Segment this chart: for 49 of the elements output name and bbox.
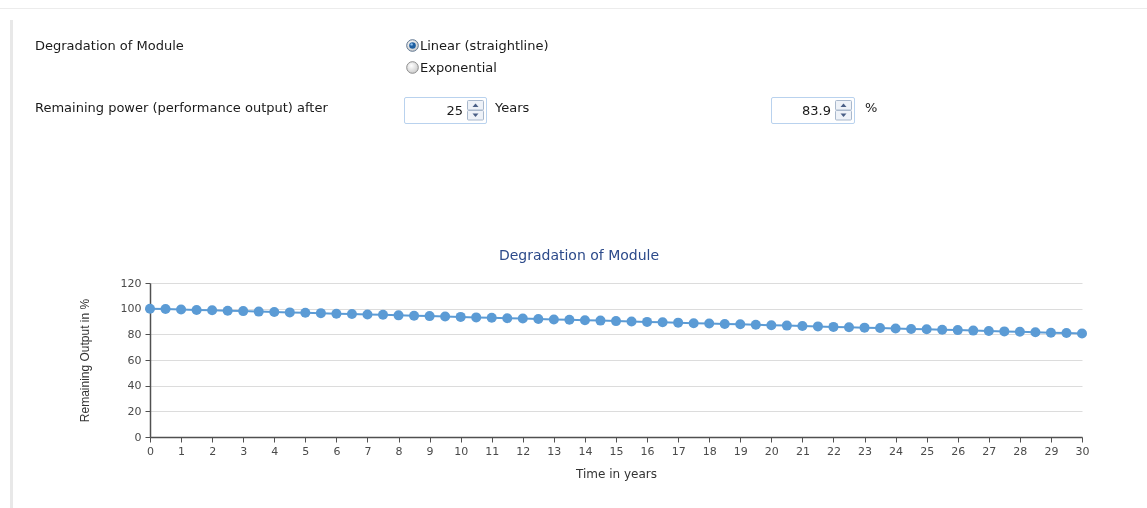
x-tick-label: 14	[578, 444, 593, 458]
x-tick-label: 16	[640, 444, 655, 458]
x-tick-label: 2	[209, 444, 217, 458]
x-tick-label: 18	[702, 444, 717, 458]
x-tick-label: 11	[485, 444, 500, 458]
x-tick-label: 3	[240, 444, 248, 458]
x-tick-label: 22	[826, 444, 841, 458]
y-tick-label: 40	[127, 379, 142, 393]
x-tick-label: 0	[147, 444, 154, 458]
text: Remaining power (performance output) after	[35, 100, 328, 116]
number-field: 25	[404, 97, 487, 124]
x-tick-label: 7	[364, 444, 372, 458]
chart-title: Degradation of Module	[498, 247, 660, 263]
x-tick-label: 17	[671, 444, 686, 458]
x-tick-label: 10	[454, 444, 469, 458]
x-tick-label: 28	[1013, 444, 1028, 458]
text: Exponential	[420, 60, 497, 76]
number-field: 83.9	[771, 97, 855, 124]
x-tick-label: 25	[920, 444, 935, 458]
x-tick-label: 1	[178, 444, 186, 458]
text: Degradation of Module	[35, 38, 184, 54]
y-tick-label: 80	[127, 327, 142, 341]
x-tick-label: 20	[764, 444, 779, 458]
y-tick-label: 120	[120, 276, 142, 290]
x-tick-label: 26	[951, 444, 966, 458]
y-tick-label: 60	[127, 353, 142, 367]
y-tick-label: 100	[120, 302, 142, 316]
x-tick-label: 5	[302, 444, 310, 458]
text: Years	[495, 100, 530, 116]
x-tick-label: 24	[889, 444, 904, 458]
x-tick-label: 23	[858, 444, 873, 458]
x-tick-label: 9	[426, 444, 434, 458]
y-tick-label: 20	[127, 404, 142, 418]
x-tick-label: 15	[609, 444, 624, 458]
y-tick-label: 0	[134, 430, 142, 444]
x-tick-label: 4	[271, 444, 279, 458]
x-tick-label: 29	[1044, 444, 1059, 458]
x-tick-label: 6	[333, 444, 341, 458]
x-tick-label: 27	[982, 444, 997, 458]
x-tick-label: 19	[733, 444, 748, 458]
x-tick-label: 13	[547, 444, 562, 458]
text: %	[865, 100, 878, 116]
x-tick-label: 21	[795, 444, 810, 458]
y-axis-title: Remaining Output in %	[77, 298, 92, 423]
x-tick-label: 8	[395, 444, 403, 458]
x-axis-title: Time in years	[575, 466, 657, 481]
x-tick-label: 12	[516, 444, 531, 458]
text: Linear (straightline)	[420, 38, 549, 54]
x-tick-label: 30	[1075, 444, 1090, 458]
